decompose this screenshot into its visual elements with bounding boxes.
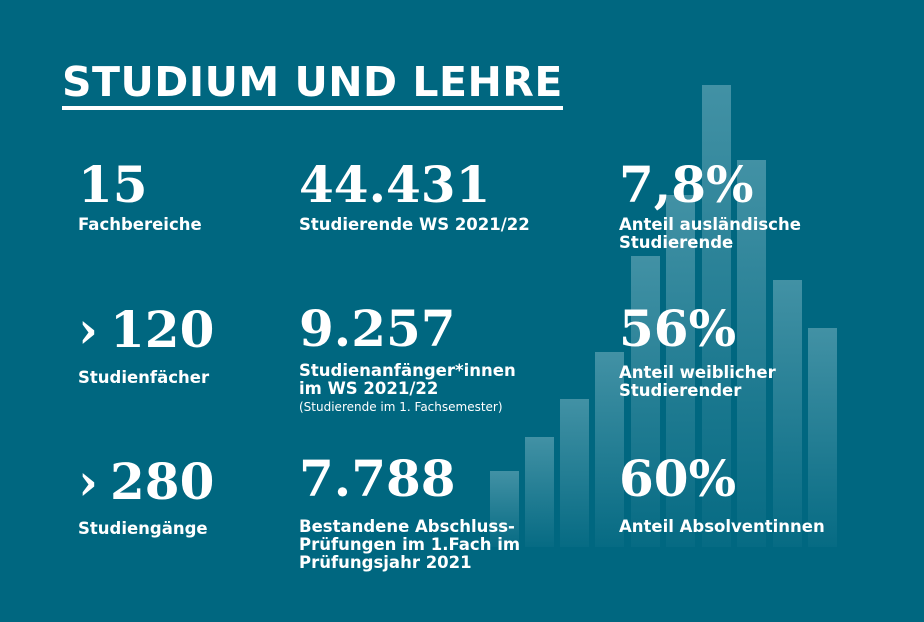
stat-note: (Studierende im 1. Fachsemester) [299,400,503,414]
label-line: Prüfungen im 1.Fach im [299,535,521,554]
chevron-right-icon: › [78,452,98,511]
stat-value: 7.788 [299,449,456,508]
stat-label: Studierende WS 2021/22 [299,215,530,234]
label-line: Anteil ausländische [619,215,801,234]
label-line: Studierende [619,233,734,252]
stat-studienanfaenger: 9.257 Studienanfänger*innen im WS 2021/22… [299,299,516,415]
stat-value: 56% [619,299,737,358]
decorative-bar [702,85,731,547]
decorative-bar [525,437,554,547]
stat-value: 120 [110,300,215,359]
decorative-bar [808,328,837,547]
stat-label: Bestandene Abschluss- Prüfungen im 1.Fach… [299,518,520,572]
page-title: STUDIUM UND LEHRE [62,58,563,110]
stat-value: 280 [110,452,215,511]
stat-value: 44.431 [299,155,491,214]
stat-absolventinnen: 60% Anteil Absolventinnen [619,452,825,536]
decorative-bar [490,471,519,547]
decorative-bar [631,256,660,547]
stat-value: 15 [78,155,148,214]
stat-label: Studiengänge [78,519,208,538]
stat-abschlusspruefungen: 7.788 Bestandene Abschluss- Prüfungen im … [299,452,520,572]
stat-label: Anteil weiblicher Studierender [619,364,776,400]
label-line: Studierender [619,381,742,400]
stat-value: 7,8% [619,155,754,214]
label-line: Anteil weiblicher [619,363,776,382]
stat-label: Anteil ausländische Studierende [619,216,801,252]
chevron-right-icon: › [78,300,98,359]
decorative-bar [666,195,695,547]
stat-value: 60% [619,449,737,508]
stat-auslaendische: 7,8% Anteil ausländische Studierende [619,158,801,252]
stat-label: Studienanfänger*innen im WS 2021/22 [299,362,516,398]
stat-studienfaecher: › 120 Studienfächer [78,303,214,387]
stat-label: Anteil Absolventinnen [619,517,825,536]
stat-value: 9.257 [299,299,456,358]
decorative-bar [560,399,589,547]
stat-studiengaenge: › 280 Studiengänge [78,455,214,538]
decorative-bar [737,160,766,547]
stat-weiblich: 56% Anteil weiblicher Studierender [619,302,776,400]
label-line: Prüfungsjahr 2021 [299,553,472,572]
label-line: im WS 2021/22 [299,379,439,398]
stat-label: Studienfächer [78,368,210,387]
label-line: Studienanfänger*innen [299,361,516,380]
stat-fachbereiche: 15 Fachbereiche [78,158,202,234]
stat-label: Fachbereiche [78,215,202,234]
decorative-bar [595,352,624,547]
stat-studierende: 44.431 Studierende WS 2021/22 [299,158,530,234]
decorative-bar [773,280,802,547]
label-line: Bestandene Abschluss- [299,517,515,536]
